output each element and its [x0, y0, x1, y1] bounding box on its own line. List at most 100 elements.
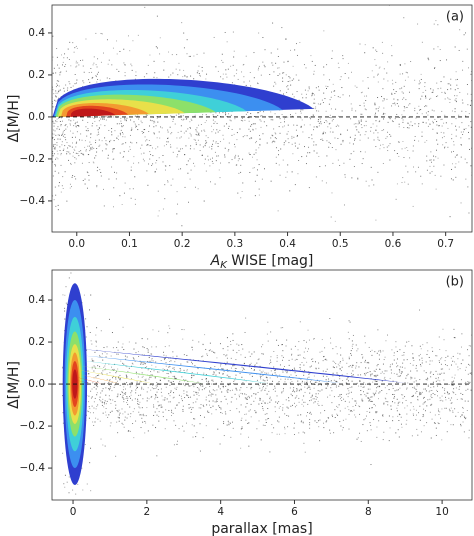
scatter-dot — [368, 367, 370, 369]
scatter-dot — [379, 386, 381, 388]
scatter-dot — [282, 159, 284, 161]
scatter-dot — [164, 428, 166, 430]
scatter-dot — [148, 357, 150, 359]
scatter-dot — [122, 413, 124, 415]
scatter-dot — [176, 440, 178, 442]
scatter-dot — [66, 153, 68, 155]
scatter-dot — [397, 404, 399, 406]
scatter-dot — [443, 122, 445, 124]
density-layer — [74, 376, 103, 384]
scatter-dot — [445, 407, 447, 409]
scatter-dot — [64, 486, 66, 488]
scatter-dot — [227, 68, 229, 70]
scatter-dot — [310, 413, 312, 415]
scatter-dot — [448, 383, 450, 385]
scatter-dot — [271, 142, 273, 144]
scatter-dot — [309, 117, 311, 119]
scatter-dot — [304, 391, 306, 393]
scatter-dot — [365, 100, 367, 102]
scatter-dot — [426, 105, 428, 107]
scatter-dot — [56, 150, 58, 152]
scatter-dot — [74, 83, 76, 85]
scatter-dot — [285, 38, 287, 40]
scatter-dot — [427, 114, 429, 116]
scatter-dot — [248, 120, 250, 122]
scatter-dot — [237, 160, 239, 162]
scatter-dot — [373, 375, 375, 377]
scatter-dot — [460, 137, 462, 139]
scatter-dot — [167, 380, 169, 382]
scatter-dot — [221, 412, 223, 414]
scatter-dot — [320, 138, 322, 140]
scatter-dot — [211, 131, 213, 133]
scatter-dot — [306, 382, 308, 384]
scatter-dot — [382, 350, 384, 352]
scatter-dot — [258, 147, 260, 149]
scatter-dot — [240, 354, 242, 356]
scatter-dot — [389, 427, 391, 429]
scatter-dot — [114, 384, 116, 386]
scatter-dot — [282, 371, 284, 373]
scatter-dot — [445, 142, 447, 144]
density-layer — [74, 365, 204, 384]
scatter-dot — [269, 377, 271, 379]
scatter-dot — [328, 123, 330, 125]
scatter-dot — [273, 366, 275, 368]
scatter-dot — [121, 126, 123, 128]
scatter-dot — [118, 70, 120, 72]
scatter-dot — [455, 363, 457, 365]
scatter-dot — [283, 366, 285, 368]
scatter-dot — [444, 92, 446, 94]
scatter-dot — [133, 358, 135, 360]
scatter-dot — [175, 424, 177, 426]
scatter-dot — [393, 352, 395, 354]
scatter-dot — [319, 118, 321, 120]
scatter-dot — [261, 406, 263, 408]
scatter-dot — [270, 119, 272, 121]
scatter-dot — [63, 129, 65, 131]
scatter-dot — [224, 112, 226, 114]
scatter-dot — [460, 416, 462, 418]
scatter-dot — [271, 432, 273, 434]
scatter-dot — [359, 413, 361, 415]
scatter-dot — [56, 48, 58, 50]
scatter-dot — [339, 410, 341, 412]
scatter-dot — [460, 202, 462, 204]
scatter-dot — [438, 361, 440, 363]
scatter-dot — [73, 151, 75, 153]
scatter-dot — [55, 194, 57, 196]
scatter-dot — [419, 393, 421, 395]
scatter-dot — [341, 366, 343, 368]
scatter-dot — [217, 70, 219, 72]
scatter-dot — [103, 205, 105, 207]
scatter-dot — [97, 418, 99, 420]
scatter-dot — [196, 387, 198, 389]
scatter-dot — [444, 360, 446, 362]
scatter-dot — [101, 390, 103, 392]
scatter-dot — [119, 50, 121, 52]
scatter-dot — [235, 154, 237, 156]
scatter-dot — [286, 86, 288, 88]
scatter-dot — [149, 361, 151, 363]
scatter-dot — [431, 360, 433, 362]
scatter-dot — [443, 147, 445, 149]
scatter-dot — [279, 118, 281, 120]
scatter-dot — [271, 373, 273, 375]
scatter-dot — [147, 184, 149, 186]
scatter-dot — [356, 86, 358, 88]
scatter-dot — [52, 195, 54, 197]
scatter-dot — [54, 130, 56, 132]
scatter-dot — [448, 98, 450, 100]
scatter-dot — [145, 380, 147, 382]
scatter-dot — [130, 394, 132, 396]
scatter-dot — [70, 525, 71, 526]
scatter-dot — [321, 99, 323, 101]
scatter-dot — [321, 389, 323, 391]
scatter-dot — [227, 150, 229, 152]
scatter-dot — [406, 419, 408, 421]
scatter-dot — [403, 97, 405, 99]
scatter-dot — [174, 407, 176, 409]
scatter-dot — [123, 426, 125, 428]
scatter-dot — [356, 350, 358, 352]
scatter-dot — [216, 155, 218, 157]
